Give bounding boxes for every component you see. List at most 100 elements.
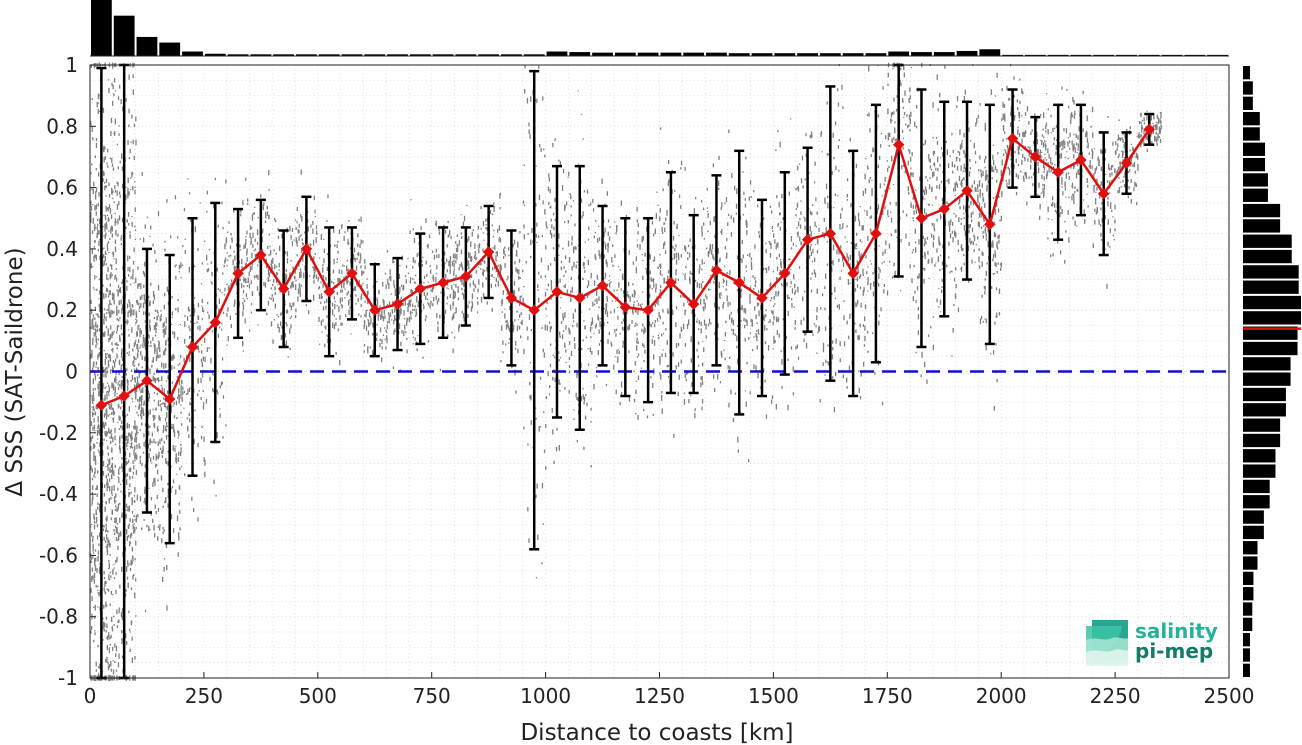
scatter-point xyxy=(164,329,167,335)
scatter-point xyxy=(156,426,159,432)
scatter-point xyxy=(809,225,811,232)
scatter-point xyxy=(121,643,123,645)
scatter-point xyxy=(497,264,499,267)
scatter-point xyxy=(449,293,451,299)
scatter-point xyxy=(652,413,654,416)
scatter-point xyxy=(110,117,113,124)
scatter-point xyxy=(120,483,122,485)
scatter-point xyxy=(326,334,328,336)
scatter-point xyxy=(445,273,447,279)
scatter-point xyxy=(108,364,110,368)
scatter-point xyxy=(188,434,190,439)
scatter-point xyxy=(339,360,341,366)
scatter-point xyxy=(571,241,573,246)
scatter-point xyxy=(127,140,129,145)
scatter-point xyxy=(102,617,104,620)
scatter-point xyxy=(588,204,590,207)
scatter-point xyxy=(106,391,108,397)
scatter-point xyxy=(253,275,256,279)
scatter-point xyxy=(885,135,887,140)
scatter-point xyxy=(366,283,368,289)
scatter-point xyxy=(113,615,115,618)
scatter-point xyxy=(832,347,834,351)
scatter-point xyxy=(115,505,117,508)
scatter-point xyxy=(186,316,189,321)
scatter-point xyxy=(707,252,710,258)
scatter-point xyxy=(492,235,494,238)
scatter-point xyxy=(157,377,160,383)
scatter-point xyxy=(412,265,414,269)
scatter-point xyxy=(551,224,553,229)
scatter-point xyxy=(143,433,145,438)
scatter-point xyxy=(153,399,155,402)
scatter-point xyxy=(426,245,428,247)
scatter-point xyxy=(112,594,114,596)
scatter-point xyxy=(725,280,728,286)
scatter-point xyxy=(117,487,119,491)
scatter-point xyxy=(99,450,101,456)
scatter-point xyxy=(164,417,167,422)
scatter-point xyxy=(398,291,400,295)
scatter-point xyxy=(662,349,664,351)
scatter-point xyxy=(577,90,579,92)
scatter-point xyxy=(129,467,132,473)
scatter-point xyxy=(476,311,479,314)
scatter-point xyxy=(229,315,231,320)
scatter-point xyxy=(97,589,99,591)
scatter-point xyxy=(779,258,782,261)
scatter-point xyxy=(587,280,590,287)
scatter-point xyxy=(170,466,172,468)
scatter-point xyxy=(149,528,151,531)
scatter-point xyxy=(771,230,774,232)
scatter-point xyxy=(708,288,710,291)
scatter-point xyxy=(116,143,119,146)
scatter-point xyxy=(762,355,765,359)
scatter-point xyxy=(244,243,246,249)
scatter-point xyxy=(144,342,146,346)
scatter-point xyxy=(753,336,755,338)
scatter-point xyxy=(133,574,135,577)
scatter-point xyxy=(614,356,617,358)
scatter-point xyxy=(690,336,692,343)
scatter-point xyxy=(161,437,163,442)
scatter-point xyxy=(92,339,94,346)
scatter-point xyxy=(827,344,829,347)
scatter-point xyxy=(452,289,455,296)
scatter-point xyxy=(92,204,94,206)
scatter-point xyxy=(502,290,504,295)
scatter-point xyxy=(334,300,336,303)
scatter-point xyxy=(148,301,151,307)
scatter-point xyxy=(855,329,857,333)
scatter-point xyxy=(107,391,109,393)
scatter-point xyxy=(126,435,128,438)
scatter-point xyxy=(720,292,722,296)
scatter-point xyxy=(117,344,119,347)
scatter-point xyxy=(90,353,92,359)
scatter-point xyxy=(704,302,706,309)
scatter-point xyxy=(750,318,752,323)
scatter-point xyxy=(180,355,182,357)
scatter-point xyxy=(136,411,138,414)
scatter-point xyxy=(112,84,114,89)
scatter-point xyxy=(153,294,156,300)
scatter-point xyxy=(429,265,431,267)
scatter-point xyxy=(691,382,693,387)
scatter-point xyxy=(646,415,649,419)
scatter-point xyxy=(683,392,686,394)
scatter-point xyxy=(98,427,100,434)
scatter-point xyxy=(130,307,132,314)
scatter-point xyxy=(103,621,105,627)
scatter-point xyxy=(141,411,143,415)
scatter-point xyxy=(131,172,133,178)
scatter-point xyxy=(661,274,663,276)
scatter-point xyxy=(171,486,174,489)
scatter-point xyxy=(104,386,107,389)
scatter-point xyxy=(495,269,497,273)
scatter-point xyxy=(848,335,850,340)
scatter-point xyxy=(112,167,115,171)
scatter-point xyxy=(632,307,634,313)
scatter-point xyxy=(438,226,440,232)
scatter-point xyxy=(162,402,164,405)
scatter-point xyxy=(545,396,548,400)
scatter-point xyxy=(703,262,705,265)
